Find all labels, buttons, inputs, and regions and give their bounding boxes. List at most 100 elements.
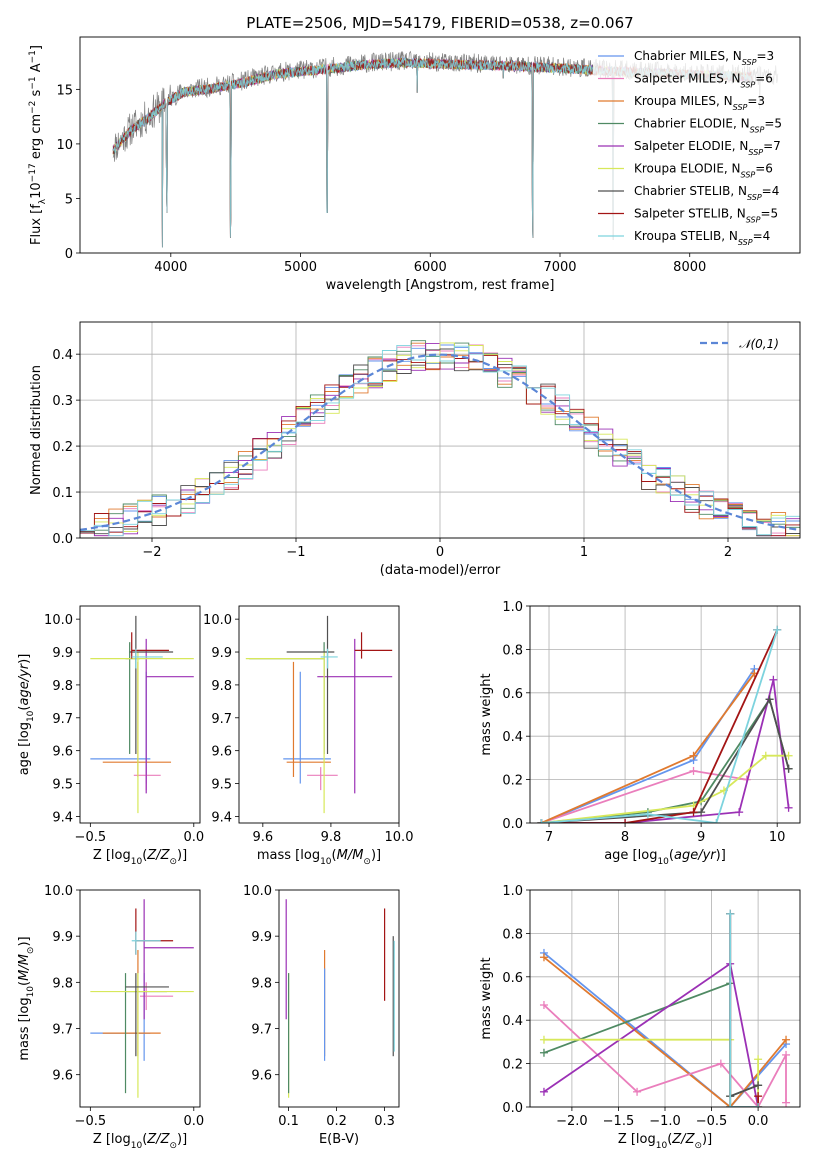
- y-tick-label: 9.6: [211, 745, 232, 760]
- x-tick-label: 7000: [543, 260, 576, 275]
- age_vs_Z-ylabel-part: )]: [17, 654, 32, 664]
- x-tick-label: −0.5: [75, 1114, 107, 1129]
- normal-curve: [80, 353, 800, 531]
- y-tick-label: 1.0: [502, 884, 523, 899]
- x-tick-label: 0.0: [183, 830, 204, 845]
- legend-subscript: SSP: [738, 238, 753, 247]
- y-tick-label: 15: [56, 83, 73, 98]
- residual-histogram-9: [80, 344, 800, 537]
- x-tick-label: 8000: [673, 260, 706, 275]
- x-tick-label: 0.0: [183, 1114, 204, 1129]
- y-tick-label: 9.8: [211, 679, 232, 694]
- y-tick-label: 9.6: [52, 745, 73, 760]
- residuals-xlabel: (data-model)/error: [380, 563, 501, 578]
- y-tick-label: 9.4: [211, 810, 232, 825]
- spectrum-ylabel-part: Flux [f: [29, 204, 44, 245]
- residuals-frame: [79, 321, 801, 539]
- x-tick-label: −1: [286, 545, 305, 560]
- age_vs_mass-xlabel: mass [log10(M/M⊙)]: [257, 848, 381, 867]
- legend-label-9: Kroupa STELIB, NSSP=4: [634, 229, 770, 247]
- age_vs_Z-xlabel-part: )]: [177, 848, 187, 863]
- spectrum-ylabel-part: −2: [28, 101, 38, 114]
- x-tick-label: 9.8: [321, 830, 342, 845]
- mass_vs_Z-xlabel-part: Z/Z: [146, 1132, 170, 1147]
- residuals-ylabel: Normed distribution: [29, 365, 44, 495]
- mass_vs_Z-xlabel-part: ⊙: [169, 1141, 177, 1151]
- y-tick-label: 0: [65, 247, 73, 262]
- weight-line-1: [541, 668, 756, 823]
- y-tick-label: 9.7: [251, 1023, 272, 1038]
- y-tick-label: 0.4: [502, 1014, 523, 1029]
- legend-subscript: SSP: [741, 80, 756, 89]
- age_vs_Z-xlabel-part: 10: [131, 857, 143, 867]
- y-tick-label: 10.0: [203, 613, 232, 628]
- x-tick-label: 5000: [284, 260, 317, 275]
- legend-box: [593, 42, 796, 249]
- x-tick-label: −2: [142, 545, 161, 560]
- weight_vs_age-xlabel-part: 10: [657, 857, 669, 867]
- weight_vs_age-frame: [529, 605, 801, 824]
- age_vs_Z-ylabel-part: 10: [26, 710, 36, 722]
- legend-label-6: Kroupa ELODIE, NSSP=6: [634, 162, 773, 180]
- weight-line-8: [541, 629, 779, 823]
- y-tick-label: 5: [65, 192, 73, 207]
- mass_vs_EBV-plot-area: [285, 899, 395, 1098]
- x-tick-label: 6000: [414, 260, 447, 275]
- x-tick-label: 4000: [154, 260, 187, 275]
- age_vs_mass-xlabel-part: 10: [320, 857, 332, 867]
- residual-histogram-6: [80, 342, 800, 537]
- residuals-legend: 𝒩(0,1): [700, 337, 779, 351]
- y-tick-label: 9.9: [251, 930, 272, 945]
- residuals-plot-area: [80, 340, 800, 537]
- x-tick-label: 7: [545, 830, 553, 845]
- y-tick-label: 9.8: [52, 679, 73, 694]
- y-tick-label: 0.4: [502, 730, 523, 745]
- x-tick-label: 10: [769, 830, 786, 845]
- y-tick-label: 0.0: [502, 817, 523, 832]
- weight_vs_age-xlabel-part: age [log: [604, 848, 657, 863]
- legend-label-3: Kroupa MILES, NSSP=3: [634, 94, 765, 112]
- legend-label-8: Salpeter STELIB, NSSP=5: [634, 207, 778, 225]
- y-tick-label: 9.6: [251, 1069, 272, 1084]
- legend-subscript: SSP: [733, 103, 748, 112]
- weight_vs_age-xlabel-part: )]: [716, 848, 726, 863]
- spectrum-ylabel-part: −17: [28, 163, 38, 182]
- weight_vs_Z-xlabel: Z [log10(Z/Z⊙)]: [618, 1132, 712, 1151]
- age_vs_Z-panel: −0.5 0.09.49.59.69.79.89.910.0Z [log10(Z/…: [17, 605, 204, 867]
- y-tick-label: 10.0: [44, 884, 73, 899]
- weight_vs_Z-frame: [529, 889, 801, 1108]
- y-tick-label: 9.4: [52, 810, 73, 825]
- legend-text: =6: [755, 162, 773, 176]
- legend-text: =6: [755, 72, 773, 86]
- spectrum-ylabel-part: λ: [38, 198, 48, 204]
- weight_vs_age-xlabel-part: (: [669, 848, 674, 863]
- legend-subscript: SSP: [750, 125, 765, 134]
- y-tick-label: 9.9: [52, 930, 73, 945]
- x-tick-label: 0.3: [374, 1114, 395, 1129]
- spectrum-xlabel: wavelength [Angstrom, rest frame]: [326, 278, 555, 293]
- legend-text: =7: [763, 139, 781, 153]
- legend-text: =4: [762, 184, 780, 198]
- legend-subscript: SSP: [748, 148, 763, 157]
- legend-text: Chabrier ELODIE, N: [634, 117, 750, 131]
- age_vs_Z-xlabel-part: Z [log: [93, 848, 131, 863]
- age_vs_mass-xlabel-part: M/M: [337, 848, 364, 863]
- x-tick-label: 2: [724, 545, 732, 560]
- age_vs_Z-ylabel-part: age [log: [17, 722, 32, 775]
- mass_vs_Z-ylabel-part: ⊙: [26, 947, 36, 955]
- age_vs_mass-xlabel-part: )]: [371, 848, 381, 863]
- age_vs_mass-xlabel-part: mass [log: [257, 848, 320, 863]
- legend-label-2: Salpeter MILES, NSSP=6: [634, 72, 773, 90]
- x-tick-label: −0.5: [696, 1114, 728, 1129]
- mass_vs_Z-ylabel-part: (: [17, 981, 32, 986]
- weight-line-2: [543, 956, 787, 1107]
- legend-text: =3: [756, 49, 774, 63]
- spectrum-ylabel-part: A: [29, 63, 44, 76]
- weight_vs_Z-xlabel-part: 10: [656, 1141, 668, 1151]
- mass_vs_EBV-xlabel-part: E(B-V): [319, 1132, 359, 1147]
- residuals-panel: −2 −1 0 1 2 0.0 0.1 0.2 0.3 0.4 (data-model)/error…: [29, 321, 801, 578]
- weight-line-7: [729, 913, 759, 1098]
- age_vs_mass-xlabel-part: (: [332, 848, 337, 863]
- y-tick-label: 9.7: [52, 1023, 73, 1038]
